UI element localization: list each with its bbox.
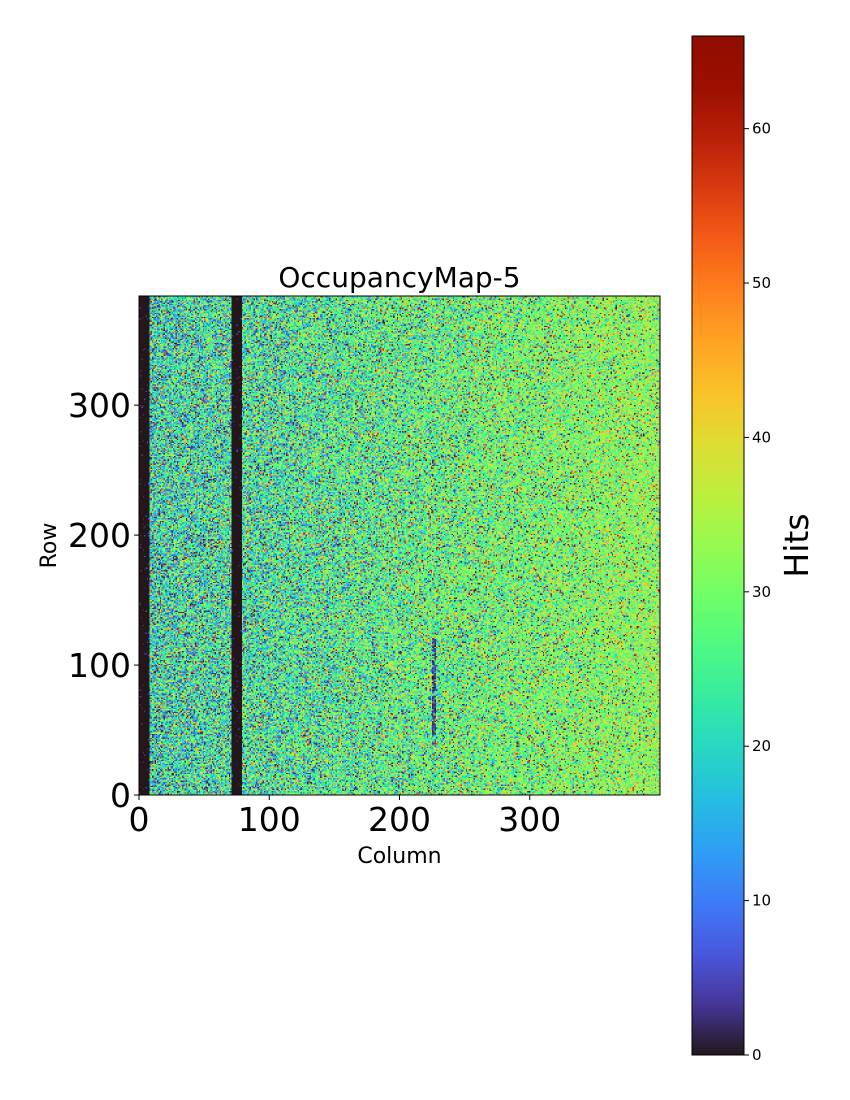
y-tick-label: 300 — [68, 386, 131, 425]
colorbar: 0 10 20 30 40 50 60 Hits — [691, 35, 816, 1064]
colorbar-label: Hits — [777, 513, 816, 577]
y-axis-label: Row — [37, 523, 62, 569]
colorbar-tick-label: 40 — [752, 428, 771, 446]
x-tick-label: 0 — [129, 800, 150, 839]
colorbar-tick-label: 20 — [752, 737, 771, 755]
colorbar-tick-label: 30 — [752, 583, 771, 601]
y-tick-label: 100 — [68, 646, 131, 685]
x-tick-label: 300 — [498, 800, 561, 839]
x-tick-label: 100 — [238, 800, 301, 839]
chart-title: OccupancyMap-5 — [278, 261, 520, 294]
x-tick-label: 200 — [368, 800, 431, 839]
heatmap-plot-area — [138, 295, 661, 796]
colorbar-tick-label: 50 — [752, 274, 771, 292]
colorbar-tick-label: 60 — [752, 120, 771, 138]
heatmap-image — [139, 296, 660, 795]
y-tick-label: 200 — [68, 516, 131, 555]
y-tick-label: 0 — [110, 776, 131, 815]
colorbar-tick-label: 0 — [752, 1046, 762, 1064]
x-axis-label: Column — [357, 844, 441, 869]
x-axis-ticks: 0 100 200 300 — [129, 795, 561, 839]
y-axis-ticks: 0 100 200 300 — [68, 386, 139, 815]
colorbar-tick-label: 10 — [752, 892, 771, 910]
colorbar-gradient — [691, 35, 745, 1056]
colorbar-ticks: 0 10 20 30 40 50 60 — [744, 120, 771, 1064]
